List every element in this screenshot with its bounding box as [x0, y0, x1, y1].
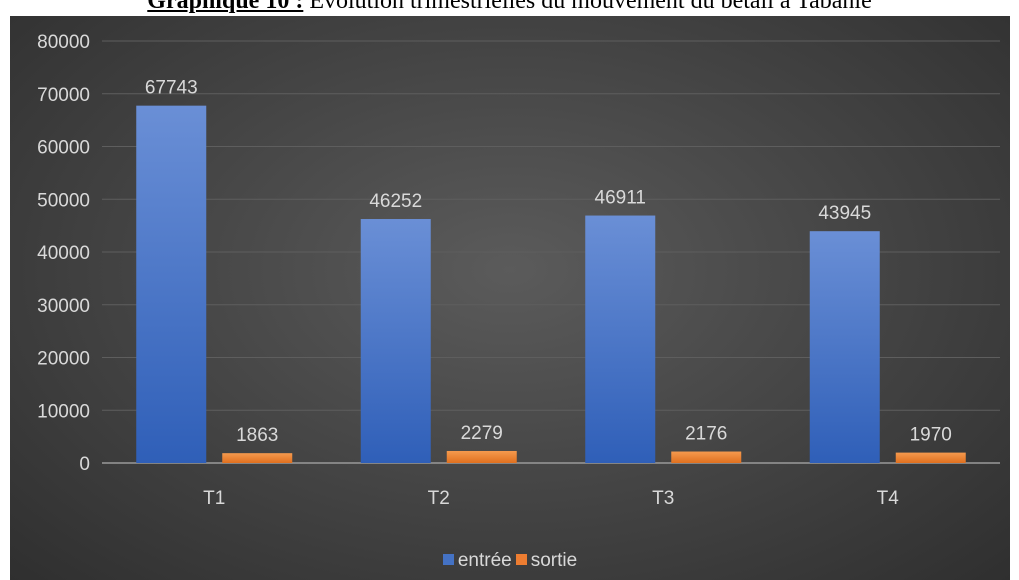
data-label: 43945 — [818, 203, 871, 224]
legend-item: entrée — [442, 550, 512, 572]
chart-title-label: Graphique 10 : — [147, 0, 304, 14]
data-label: 1970 — [910, 425, 952, 446]
chart-title: Graphique 10 : Evolution trimestrielles … — [0, 0, 1019, 16]
bar-sortie-t3 — [671, 451, 742, 463]
data-label: 2176 — [685, 424, 727, 445]
bar-sortie-t4 — [895, 452, 966, 463]
legend-label: entrée — [457, 550, 512, 571]
y-tick-label: 30000 — [37, 296, 90, 317]
y-tick-label: 50000 — [37, 190, 90, 211]
legend-swatch — [442, 554, 454, 565]
y-tick-label: 80000 — [37, 32, 90, 53]
bar-sortie-t1 — [222, 453, 293, 463]
chart-area: 0 10000 20000 30000 40000 50000 60000 70000 8000… — [10, 16, 1010, 580]
x-tick-label: T3 — [652, 488, 674, 509]
data-label: 1863 — [236, 425, 278, 446]
legend: entrée sortie — [10, 550, 1010, 572]
data-labels: 67743 1863 46252 2279 46911 2176 43945 1970 — [145, 78, 952, 447]
bar-entree-t3 — [585, 215, 656, 463]
legend-swatch — [515, 554, 527, 565]
y-tick-label: 70000 — [37, 85, 90, 106]
bars — [136, 105, 966, 464]
bar-sortie-t2 — [446, 450, 517, 463]
legend-item: sortie — [515, 550, 578, 572]
x-tick-label: T4 — [877, 488, 900, 509]
x-tick-label: T1 — [203, 488, 225, 509]
x-tick-label: T2 — [428, 488, 450, 509]
data-label: 46252 — [369, 191, 422, 212]
bar-entree-t2 — [360, 219, 431, 463]
y-tick-label: 40000 — [37, 243, 90, 264]
bar-entree-t1 — [136, 105, 207, 464]
data-label: 2279 — [461, 423, 503, 444]
legend-label: sortie — [530, 550, 578, 571]
bar-entree-t4 — [809, 231, 880, 463]
y-tick-label: 20000 — [37, 349, 90, 370]
data-label: 67743 — [145, 78, 198, 99]
chart-title-text: Evolution trimestrielles du mouvement du… — [309, 0, 872, 14]
y-axis: 0 10000 20000 30000 40000 50000 60000 70000 8000… — [37, 32, 90, 475]
y-tick-label: 0 — [79, 454, 90, 475]
y-tick-label: 10000 — [37, 401, 90, 422]
data-label: 46911 — [595, 188, 646, 209]
x-axis: T1 T2 T3 T4 — [203, 488, 899, 509]
y-tick-label: 60000 — [37, 138, 90, 159]
bar-chart: 0 10000 20000 30000 40000 50000 60000 70000 8000… — [37, 32, 1000, 509]
